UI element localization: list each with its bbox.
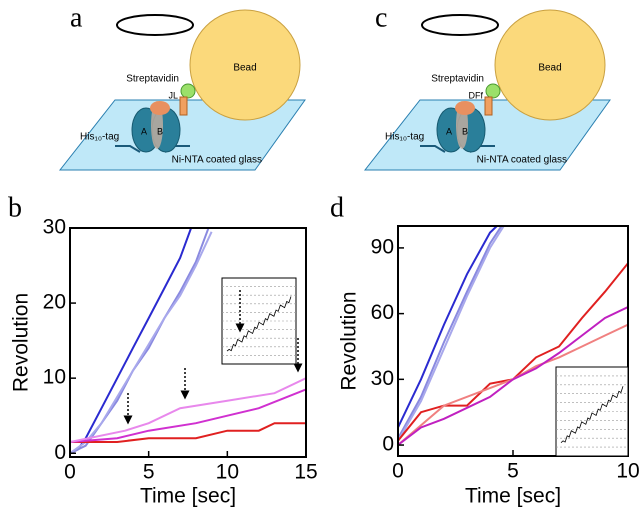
streptavidin-label: Streptavidin [126,74,179,85]
glass-label: Ni-NTA coated glass [477,155,567,166]
tag-label: His₁₀-tag [385,132,424,143]
x-tick-label: 0 [392,460,404,483]
bead [494,9,606,121]
x-tick-label: 10 [616,460,639,483]
linker-label: DFf [469,90,484,100]
x-tick-label: 10 [216,461,239,484]
top-cap [150,101,170,115]
y-axis-label: Revolution [338,291,361,390]
y-axis-label: Revolution [10,293,33,392]
series-line [70,228,210,455]
panel-label: c [375,2,387,33]
x-axis-label: Time [sec] [465,485,561,508]
subunit-a-label: A [141,126,147,136]
streptavidin [485,83,501,99]
plot-lines [70,228,306,455]
plot-frame [69,227,307,458]
top-cap [455,101,475,115]
rotation-arrow [116,14,194,36]
y-tick-label: 10 [43,366,66,389]
x-tick-label: 15 [294,461,317,484]
streptavidin-label: Streptavidin [431,74,484,85]
panel-label: b [8,192,22,223]
x-axis-label: Time [sec] [140,485,236,508]
panel-label: d [330,192,344,223]
streptavidin [180,83,196,99]
y-tick-label: 0 [382,433,394,456]
linker [484,96,493,116]
x-tick-label: 0 [64,461,76,484]
series-line [398,306,628,446]
inset-trace [560,386,624,443]
plot-lines [398,226,628,446]
diagram: c Bead Streptavidin DFf A B His₁₀-tag Ni-NTA co… [363,2,611,171]
series-line [398,226,498,428]
series-line [70,377,306,443]
subunit-a-label: A [446,126,452,136]
series-line [70,228,193,455]
series-line [70,231,213,455]
glass-label: Ni-NTA coated glass [172,155,262,166]
subunit-b-label: B [157,126,163,136]
linker [179,96,188,116]
subunit-b-label: B [462,126,468,136]
y-tick-label: 20 [43,291,66,314]
y-tick-label: 60 [371,301,394,324]
bead-label: Bead [233,63,256,74]
y-tick-label: 0 [54,441,66,464]
linker-label: JL [168,90,178,100]
y-tick-label: 30 [43,216,66,239]
bead-label: Bead [538,63,561,74]
x-tick-label: 5 [143,461,155,484]
series-line [398,226,505,442]
panel-label: a [70,2,83,33]
diagram: a Bead Streptavidin JL A B His₁₀-tag Ni-NTA coa… [58,2,306,171]
y-tick-label: 30 [371,367,394,390]
series-line [70,422,306,443]
series-line [398,323,628,446]
x-tick-label: 5 [507,460,519,483]
tag-label: His₁₀-tag [80,132,119,143]
y-tick-label: 90 [371,235,394,258]
bead [189,9,301,121]
series-line [398,226,503,439]
inset-trace [226,296,292,352]
series-line [70,388,306,443]
rotation-arrow [421,14,499,36]
